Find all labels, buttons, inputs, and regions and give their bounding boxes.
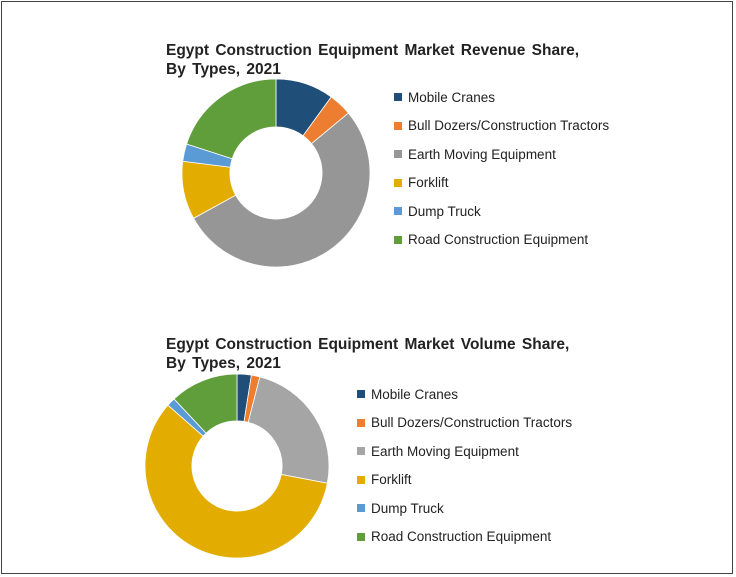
legend-item: Earth Moving Equipment — [357, 437, 572, 466]
legend-label: Earth Moving Equipment — [371, 443, 519, 459]
legend-item: Bull Dozers/Construction Tractors — [357, 409, 572, 438]
legend-label: Dump Truck — [408, 203, 481, 219]
legend-item: Forklift — [357, 466, 572, 495]
legend-label: Mobile Cranes — [371, 386, 459, 402]
legend-item: Road Construction Equipment — [357, 523, 572, 552]
slice-forklift — [144, 404, 328, 559]
legend-item: Dump Truck — [357, 494, 572, 523]
legend-swatch — [357, 504, 365, 513]
legend-item: Mobile Cranes — [394, 83, 609, 112]
legend-item: Bull Dozers/Construction Tractors — [394, 112, 609, 141]
slice-earth-moving-equipment — [193, 112, 371, 268]
legend-label: Earth Moving Equipment — [408, 146, 556, 162]
legend-swatch — [394, 121, 402, 130]
legend-item: Mobile Cranes — [357, 380, 572, 409]
chart-legend: Mobile Cranes Bull Dozers/Construction Tr… — [357, 380, 572, 551]
donut-chart — [144, 373, 330, 559]
legend-swatch — [394, 150, 402, 159]
legend-swatch — [357, 390, 365, 399]
legend-label: Mobile Cranes — [408, 89, 496, 105]
donut-chart — [181, 78, 371, 268]
legend-label: Forklift — [371, 472, 412, 488]
legend-swatch — [394, 235, 402, 244]
legend-swatch — [394, 93, 402, 102]
legend-swatch — [357, 418, 365, 427]
title-line: Egypt Construction Equipment Market Reve… — [166, 42, 580, 59]
slice-earth-moving-equipment — [247, 376, 330, 484]
legend-label: Forklift — [408, 175, 449, 191]
legend-swatch — [394, 178, 402, 187]
legend-label: Road Construction Equipment — [408, 232, 589, 248]
chart-title: Egypt Construction Equipment Market Reve… — [166, 41, 579, 79]
legend-swatch — [357, 447, 365, 456]
legend-label: Dump Truck — [371, 500, 444, 516]
legend-swatch — [357, 475, 365, 484]
legend-label: Road Construction Equipment — [371, 529, 552, 545]
legend-swatch — [357, 532, 365, 541]
legend-item: Dump Truck — [394, 197, 609, 226]
title-line: Egypt Construction Equipment Market Volu… — [166, 336, 570, 353]
legend-item: Earth Moving Equipment — [394, 140, 609, 169]
legend-label: Bull Dozers/Construction Tractors — [371, 415, 573, 431]
legend-item: Forklift — [394, 169, 609, 198]
title-line: By Types, 2021 — [166, 355, 281, 372]
slice-road-construction-equipment — [186, 78, 277, 160]
legend-swatch — [394, 207, 402, 216]
chart-legend: Mobile Cranes Bull Dozers/Construction Tr… — [394, 83, 609, 254]
legend-item: Road Construction Equipment — [394, 226, 609, 255]
legend-label: Bull Dozers/Construction Tractors — [408, 118, 610, 134]
slice-road-construction-equipment — [173, 373, 238, 434]
chart-title: Egypt Construction Equipment Market Volu… — [166, 335, 569, 373]
title-line: By Types, 2021 — [166, 61, 281, 78]
